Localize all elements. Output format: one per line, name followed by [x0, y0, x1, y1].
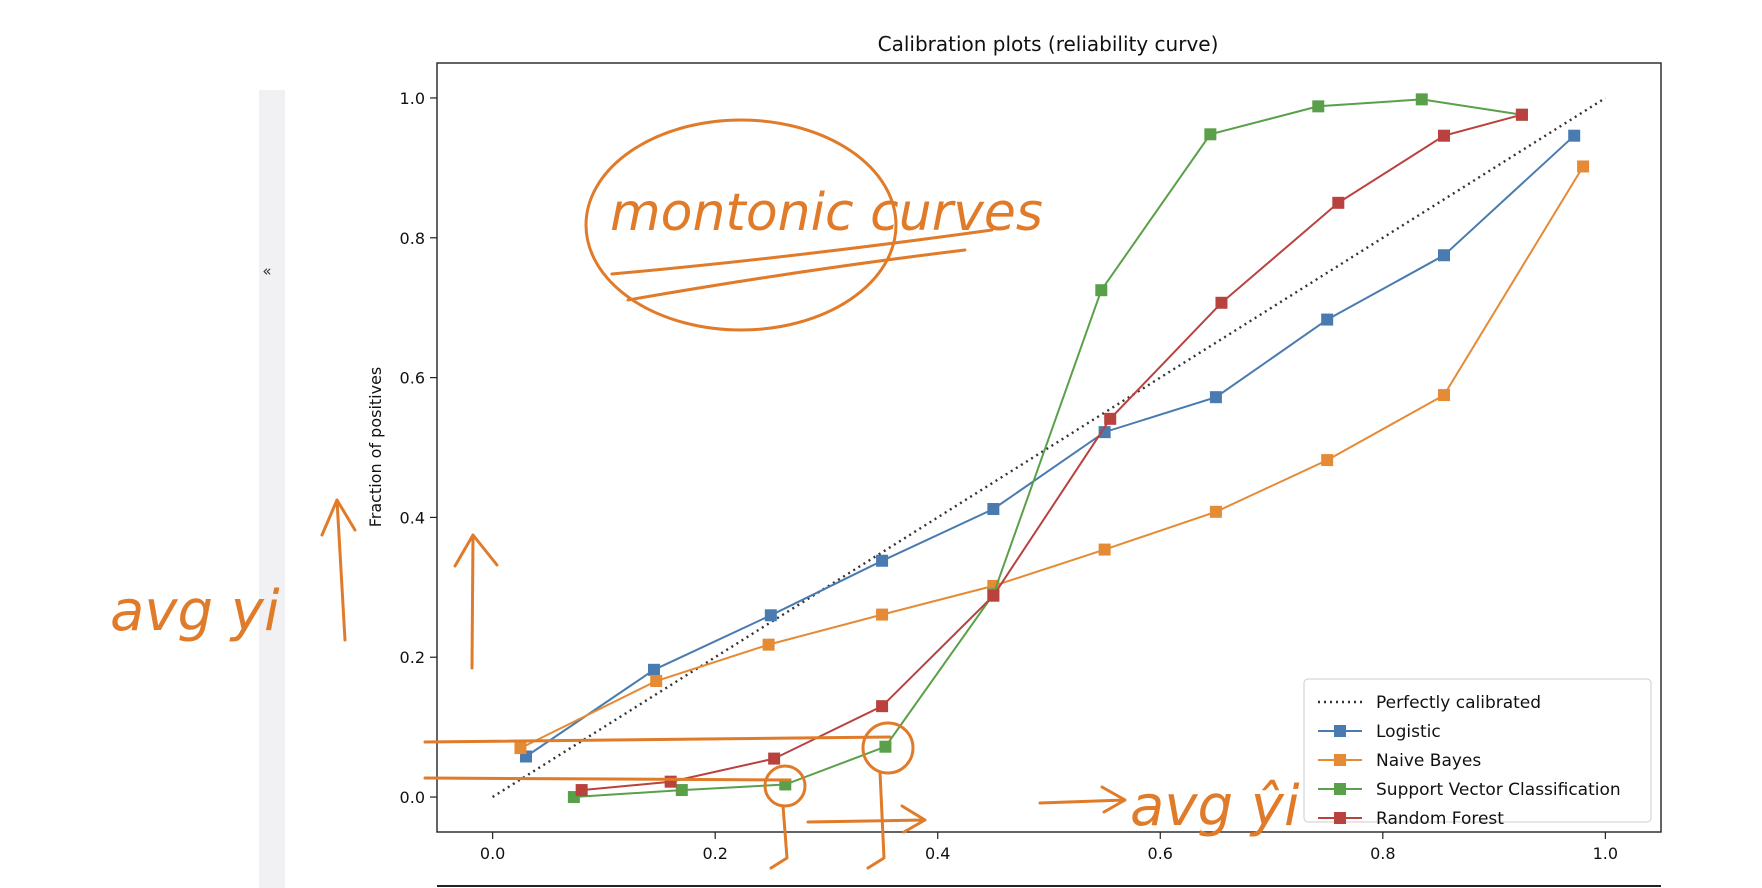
x-tick-label: 0.4 — [925, 844, 950, 863]
sidebar-strip — [259, 90, 285, 888]
data-point — [1332, 196, 1345, 209]
legend-marker — [1334, 725, 1346, 737]
data-point — [1209, 505, 1222, 518]
annotation-monotonic-text: montonic curves — [610, 183, 1043, 243]
data-point — [876, 608, 889, 621]
y-tick-label: 0.6 — [400, 369, 425, 388]
x-tick-label: 0.6 — [1148, 844, 1173, 863]
annotation-arrow-right-1 — [806, 804, 927, 834]
data-point — [664, 775, 677, 788]
data-point — [987, 589, 1000, 602]
plot-frame — [436, 62, 1662, 833]
y-tick-label: 1.0 — [400, 89, 425, 108]
annotation-arrow-up-2 — [453, 533, 499, 670]
annotation-underline-1 — [610, 228, 994, 276]
data-point — [675, 784, 688, 797]
annotation-h-line-1 — [423, 735, 892, 744]
data-point — [1568, 129, 1581, 142]
annotation-point-circle-2 — [861, 721, 915, 775]
data-point — [1098, 426, 1111, 439]
collapse-sidebar-icon[interactable]: « — [262, 262, 272, 280]
y-tick-label: 0.4 — [400, 508, 425, 527]
x-tick-label: 0.0 — [480, 844, 505, 863]
data-point — [1204, 128, 1217, 141]
annotation-arrow-right-2 — [1038, 785, 1127, 814]
annotation-h-line-2 — [423, 776, 792, 782]
x-tick-label: 0.8 — [1370, 844, 1395, 863]
data-point — [762, 638, 775, 651]
legend-marker — [1334, 783, 1346, 795]
data-point — [1577, 160, 1590, 173]
y-tick-label: 0.0 — [400, 788, 425, 807]
y-axis-label: Fraction of positives — [366, 367, 385, 528]
legend-label: Naive Bayes — [1376, 751, 1481, 771]
annotation-tick-1 — [769, 804, 789, 870]
legend-box — [1303, 678, 1652, 823]
annotation-tick-2 — [866, 770, 886, 870]
legend: Perfectly calibrated Logistic Naive Bayes S… — [1303, 678, 1652, 829]
annotation-avg-yi-left: avg yi — [110, 579, 280, 644]
data-point — [1438, 129, 1451, 142]
data-point — [1098, 543, 1111, 556]
annotation-underline-2 — [626, 248, 967, 302]
data-point — [876, 554, 889, 567]
annotation-arrow-up-1 — [320, 498, 357, 642]
data-point — [650, 674, 663, 687]
series-line — [525, 134, 1575, 758]
legend-marker — [1334, 754, 1346, 766]
legend-marker — [1334, 812, 1346, 824]
y-tick-label: 0.8 — [400, 229, 425, 248]
x-tick-label: 1.0 — [1593, 844, 1618, 863]
y-tick-label: 0.2 — [400, 648, 425, 667]
data-point — [1209, 391, 1222, 404]
chart-title: Calibration plots (reliability curve) — [878, 32, 1219, 56]
data-point — [1415, 93, 1428, 106]
data-point — [764, 609, 777, 622]
data-point — [1095, 284, 1108, 297]
data-point — [514, 742, 527, 755]
data-point — [768, 752, 781, 765]
series-line — [573, 98, 1523, 798]
annotation-avg-yhat-right: avg ŷi — [1130, 774, 1300, 839]
x-tick-label: 0.2 — [702, 844, 727, 863]
data-point — [876, 700, 889, 713]
legend-label: Support Vector Classification — [1376, 780, 1621, 800]
data-point — [1438, 389, 1451, 402]
annotation-point-circle-1 — [763, 764, 807, 808]
legend-label: Perfectly calibrated — [1376, 693, 1541, 713]
series-line — [520, 165, 1584, 749]
data-point — [987, 503, 1000, 516]
data-point — [1321, 313, 1334, 326]
data-point — [1312, 100, 1325, 113]
data-point — [1321, 454, 1334, 467]
axis-ticks: 0.0 0.2 0.4 0.6 0.8 1.0 0.0 0.2 0.4 0.6 0.8 1.0 — [400, 89, 1619, 863]
data-point — [1104, 412, 1117, 425]
data-point — [647, 663, 660, 676]
data-point — [879, 740, 892, 753]
legend-label: Random Forest — [1376, 809, 1504, 829]
legend-label: Logistic — [1376, 722, 1441, 742]
handwritten-annotations: montonic curves avg yi avg ŷi — [110, 118, 1300, 870]
series-layer — [491, 93, 1607, 804]
series-line — [581, 113, 1523, 792]
data-point — [1438, 249, 1451, 262]
annotation-circle — [584, 118, 898, 332]
data-point — [575, 784, 588, 797]
data-point — [1515, 108, 1528, 121]
data-point — [1215, 296, 1228, 309]
